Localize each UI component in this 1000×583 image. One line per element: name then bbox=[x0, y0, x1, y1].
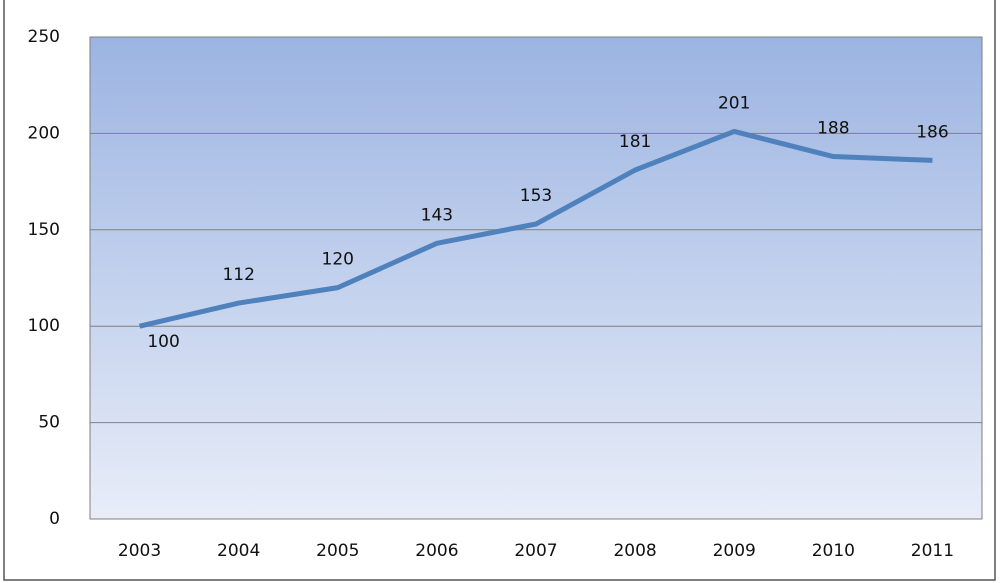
line-series bbox=[138, 128, 933, 329]
data-label: 186 bbox=[916, 122, 948, 142]
y-tick-label: 0 bbox=[49, 509, 60, 529]
data-label: 153 bbox=[520, 186, 552, 206]
data-label: 188 bbox=[817, 119, 849, 139]
x-tick-label: 2003 bbox=[118, 541, 161, 561]
x-tick-label: 2008 bbox=[613, 541, 656, 561]
data-label: 100 bbox=[147, 332, 179, 352]
x-tick-label: 2011 bbox=[911, 541, 954, 561]
x-tick-label: 2010 bbox=[812, 541, 855, 561]
data-label: 201 bbox=[718, 93, 750, 113]
x-tick-label: 2005 bbox=[316, 541, 359, 561]
y-tick-label: 250 bbox=[28, 27, 60, 47]
y-tick-label: 50 bbox=[38, 413, 60, 433]
data-label: 181 bbox=[619, 132, 651, 152]
y-tick-label: 150 bbox=[28, 220, 60, 240]
plot-area bbox=[89, 36, 983, 520]
data-label: 143 bbox=[421, 205, 453, 225]
data-label: 112 bbox=[222, 265, 254, 285]
x-tick-label: 2007 bbox=[514, 541, 557, 561]
x-tick-label: 2004 bbox=[217, 541, 260, 561]
data-label: 120 bbox=[322, 250, 354, 270]
y-tick-label: 100 bbox=[28, 316, 60, 336]
y-tick-label: 200 bbox=[28, 123, 60, 143]
x-tick-label: 2006 bbox=[415, 541, 458, 561]
x-tick-label: 2009 bbox=[713, 541, 756, 561]
